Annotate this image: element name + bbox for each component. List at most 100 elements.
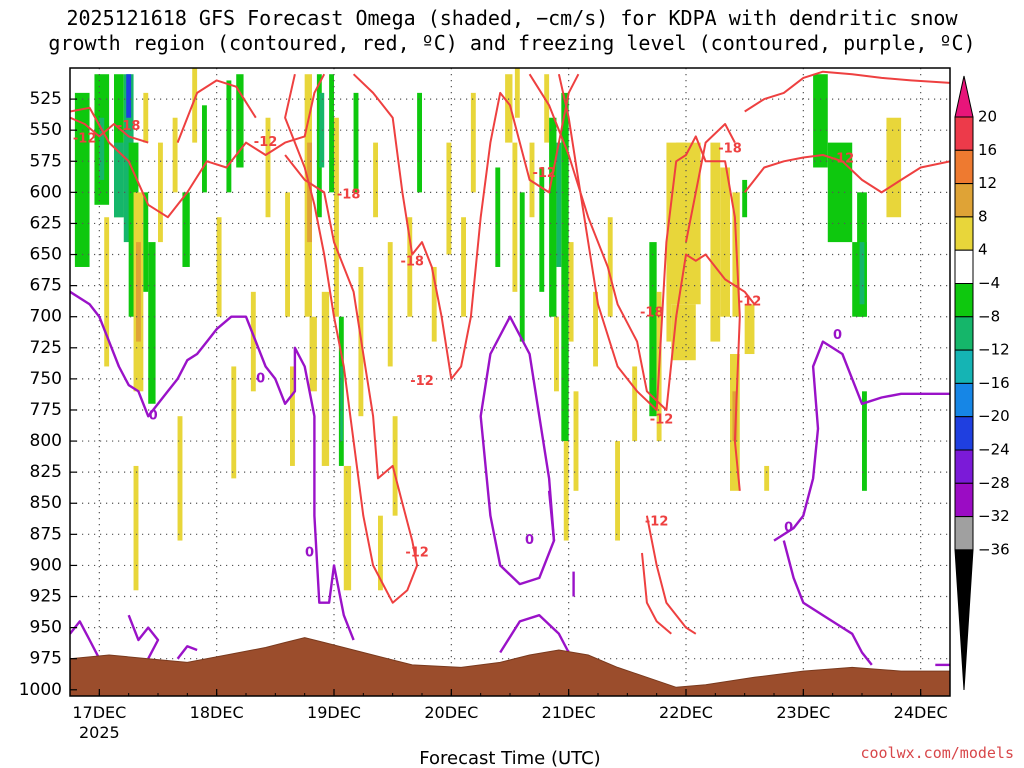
omega-cell bbox=[265, 117, 271, 218]
omega-cell bbox=[250, 291, 256, 392]
freezing-level-label: 0 bbox=[525, 533, 534, 548]
omega-cell bbox=[319, 92, 325, 168]
freezing-level-contour-line bbox=[547, 490, 556, 541]
omega-cell bbox=[544, 74, 550, 143]
colorbar-label: 16 bbox=[978, 141, 997, 159]
y-tick-label: 1000 bbox=[19, 680, 62, 700]
omega-cell bbox=[143, 192, 149, 292]
dgz-contour-label: -18 bbox=[337, 187, 361, 202]
dgz-contour-line bbox=[685, 123, 736, 243]
omega-cell bbox=[133, 465, 139, 591]
omega-cell bbox=[343, 465, 352, 591]
omega-cell bbox=[744, 304, 755, 355]
omega-cell bbox=[216, 217, 222, 317]
colorbar-label: −28 bbox=[978, 474, 1010, 492]
colorbar-top-arrow bbox=[954, 75, 974, 118]
colorbar-swatch bbox=[954, 249, 974, 284]
dgz-contour-line bbox=[744, 70, 950, 113]
y-tick-label: 625 bbox=[30, 213, 62, 233]
y-tick-label: 900 bbox=[30, 555, 62, 575]
omega-cell bbox=[529, 142, 535, 218]
y-tick-label: 750 bbox=[30, 369, 62, 389]
colorbar-swatch bbox=[954, 349, 974, 384]
colorbar-swatch bbox=[954, 382, 974, 418]
x-tick-label: 20DEC bbox=[424, 703, 478, 722]
freezing-level-contour-line bbox=[479, 315, 556, 586]
colorbar-swatch bbox=[954, 449, 974, 484]
dgz-contour-label: -18 bbox=[400, 254, 424, 269]
omega-cell bbox=[512, 142, 518, 292]
colorbar-label: −24 bbox=[978, 441, 1010, 459]
colorbar-swatch bbox=[954, 149, 974, 185]
omega-cell bbox=[666, 142, 701, 305]
omega-cell bbox=[720, 167, 730, 317]
omega-cell bbox=[192, 68, 198, 143]
freezing-level-contour-line bbox=[499, 614, 570, 654]
omega-cell bbox=[334, 117, 339, 317]
omega-cell bbox=[827, 142, 853, 243]
colorbar-label: −32 bbox=[978, 507, 1010, 525]
omega-cell bbox=[202, 105, 207, 193]
omega-cell bbox=[307, 142, 312, 243]
omega-cell bbox=[514, 68, 520, 118]
chart-title-line-1: 2025121618 GFS Forecast Omega (shaded, −… bbox=[66, 6, 958, 30]
dgz-contour-line bbox=[645, 515, 697, 635]
colorbar-swatch bbox=[954, 316, 974, 351]
omega-cell bbox=[742, 179, 748, 218]
x-tick-sublabel: 2025 bbox=[79, 723, 120, 742]
omega-cell bbox=[285, 192, 290, 317]
x-tick-label: 22DEC bbox=[659, 703, 713, 722]
omega-cell bbox=[236, 74, 244, 168]
omega-cell bbox=[446, 142, 452, 255]
omega-cell bbox=[886, 117, 902, 218]
omega-cell bbox=[431, 266, 437, 342]
y-tick-label: 850 bbox=[30, 493, 62, 513]
colorbar-label: −16 bbox=[978, 374, 1010, 392]
x-tick-label: 19DEC bbox=[307, 703, 361, 722]
colorbar-swatch bbox=[954, 116, 974, 151]
colorbar-swatch bbox=[954, 416, 974, 451]
y-tick-label: 975 bbox=[30, 649, 62, 669]
y-tick-label: 875 bbox=[30, 524, 62, 544]
y-tick-label: 775 bbox=[30, 400, 62, 420]
colorbar-label: 4 bbox=[978, 241, 988, 259]
omega-cell bbox=[329, 74, 334, 193]
dgz-contour-line bbox=[176, 79, 257, 143]
omega-cell bbox=[495, 167, 501, 267]
omega-cell bbox=[764, 465, 770, 491]
omega-cell bbox=[321, 291, 330, 466]
dgz-contour-label: -12 bbox=[73, 131, 97, 146]
omega-cell bbox=[290, 366, 295, 466]
omega-cell bbox=[607, 217, 613, 317]
dgz-contour-line bbox=[70, 116, 149, 144]
omega-cell bbox=[407, 217, 413, 317]
omega-cell bbox=[556, 142, 562, 267]
dgz-contour-line bbox=[641, 552, 672, 635]
y-tick-label: 825 bbox=[30, 462, 62, 482]
omega-cell bbox=[573, 391, 579, 491]
omega-cell bbox=[177, 416, 183, 541]
omega-cell bbox=[74, 92, 90, 267]
freezing-level-contour-line bbox=[70, 620, 101, 660]
x-axis-title: Forecast Time (UTC) bbox=[419, 748, 600, 768]
omega-cell bbox=[309, 316, 317, 392]
x-tick-label: 21DEC bbox=[542, 703, 596, 722]
omega-cell bbox=[568, 242, 574, 342]
dgz-contour-label: -12 bbox=[254, 135, 278, 150]
y-tick-label: 925 bbox=[30, 587, 62, 607]
freezing-level-contour-line bbox=[127, 614, 160, 660]
omega-cell bbox=[539, 167, 545, 292]
x-tick-label: 18DEC bbox=[190, 703, 244, 722]
omega-cell bbox=[353, 92, 359, 193]
omega-cell bbox=[378, 515, 383, 591]
dgz-contour-label: -18 bbox=[718, 141, 742, 156]
dgz-contour-label: -12 bbox=[831, 151, 855, 166]
omega-cell bbox=[226, 80, 232, 193]
y-tick-label: 650 bbox=[30, 245, 62, 265]
omega-cell bbox=[231, 366, 237, 479]
omega-cell bbox=[632, 366, 638, 442]
freezing-level-contour-line bbox=[773, 340, 950, 542]
dgz-contour-line bbox=[557, 73, 741, 491]
freezing-level-label: 0 bbox=[833, 328, 842, 343]
omega-cell bbox=[649, 242, 657, 417]
